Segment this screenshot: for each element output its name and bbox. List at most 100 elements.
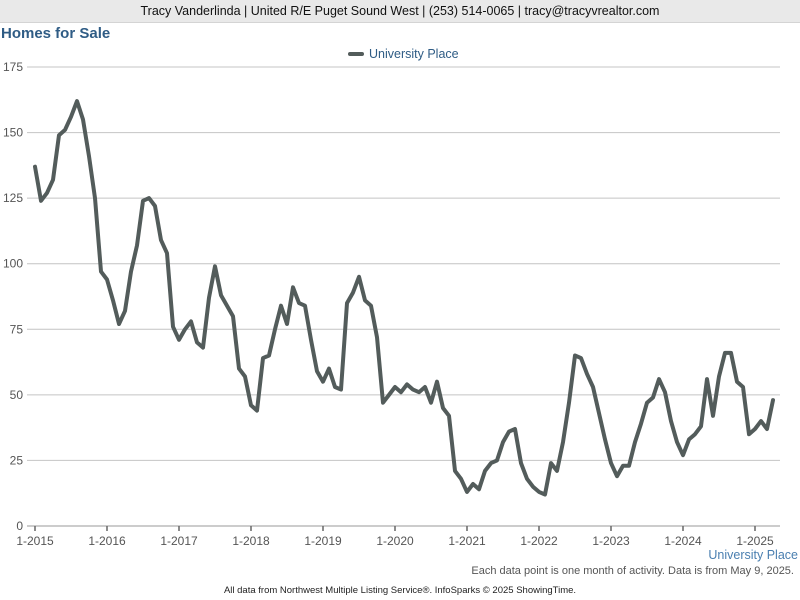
data-point	[441, 406, 445, 410]
data-point	[111, 298, 115, 302]
data-point	[753, 427, 757, 431]
data-point	[33, 165, 37, 169]
data-point	[411, 388, 415, 392]
data-point	[273, 327, 277, 331]
data-point	[207, 296, 211, 300]
data-point	[75, 99, 79, 103]
data-point	[489, 461, 493, 465]
data-point	[51, 178, 55, 182]
data-point	[231, 314, 235, 318]
footer-credit: All data from Northwest Multiple Listing…	[223, 585, 577, 596]
data-point	[213, 264, 217, 268]
data-point	[543, 493, 547, 497]
data-point	[591, 385, 595, 389]
data-point	[261, 356, 265, 360]
data-point	[435, 380, 439, 384]
data-point	[177, 338, 181, 342]
data-point	[237, 367, 241, 371]
data-point	[45, 191, 49, 195]
data-point	[393, 385, 397, 389]
data-point	[147, 196, 151, 200]
data-point	[471, 482, 475, 486]
data-point	[99, 270, 103, 274]
data-point	[249, 403, 253, 407]
data-point	[537, 490, 541, 494]
data-point	[81, 117, 85, 121]
data-point	[117, 322, 121, 326]
data-point	[297, 301, 301, 305]
legend-series-label: University Place	[369, 47, 459, 61]
data-point	[525, 477, 529, 481]
data-point	[747, 432, 751, 436]
data-point	[459, 477, 463, 481]
series-label-university-place[interactable]: University Place	[708, 548, 798, 562]
x-tick-label: 1-2019	[304, 534, 342, 548]
x-tick-label: 1-2021	[448, 534, 486, 548]
data-point	[567, 401, 571, 405]
data-point	[333, 385, 337, 389]
data-point	[585, 372, 589, 376]
data-point	[135, 243, 139, 247]
data-point	[573, 354, 577, 358]
data-point	[633, 440, 637, 444]
data-point	[405, 382, 409, 386]
x-tick-label: 1-2017	[160, 534, 198, 548]
y-tick-label: 175	[3, 60, 23, 74]
data-point	[129, 270, 133, 274]
data-point	[717, 374, 721, 378]
legend-line-swatch	[348, 52, 364, 56]
data-note: Each data point is one month of activity…	[471, 565, 794, 577]
data-point	[495, 458, 499, 462]
data-point	[351, 291, 355, 295]
y-tick-label: 125	[3, 191, 23, 205]
data-point	[159, 238, 163, 242]
y-tick-label: 150	[3, 126, 23, 140]
data-point	[93, 196, 97, 200]
data-point	[657, 377, 661, 381]
chart-legend[interactable]: University Place	[348, 46, 459, 62]
data-point	[387, 393, 391, 397]
x-tick-label: 1-2016	[88, 534, 126, 548]
data-point	[327, 367, 331, 371]
data-point	[63, 128, 67, 132]
x-tick-label: 1-2015	[16, 534, 54, 548]
data-point	[501, 440, 505, 444]
data-point	[267, 354, 271, 358]
x-tick-label: 1-2022	[520, 534, 558, 548]
data-point	[477, 487, 481, 491]
data-point	[465, 490, 469, 494]
data-point	[183, 327, 187, 331]
data-point	[291, 285, 295, 289]
data-point	[171, 325, 175, 329]
header-contact-bar: Tracy Vanderlinda | United R/E Puget Sou…	[0, 0, 800, 23]
y-tick-label: 25	[10, 453, 24, 467]
data-point	[549, 461, 553, 465]
data-point	[285, 322, 289, 326]
data-point	[663, 390, 667, 394]
data-point	[651, 395, 655, 399]
x-tick-label: 1-2024	[664, 534, 702, 548]
y-tick-label: 75	[10, 322, 24, 336]
data-point	[201, 346, 205, 350]
data-point	[429, 401, 433, 405]
data-point	[609, 461, 613, 465]
data-point	[225, 304, 229, 308]
data-point	[723, 351, 727, 355]
data-point	[687, 437, 691, 441]
data-point	[189, 319, 193, 323]
data-point	[681, 453, 685, 457]
data-point	[105, 277, 109, 281]
data-point	[705, 377, 709, 381]
page-title: Homes for Sale	[1, 25, 111, 42]
data-point	[381, 401, 385, 405]
data-point	[165, 251, 169, 255]
data-point	[603, 437, 607, 441]
data-point	[153, 204, 157, 208]
data-point	[219, 293, 223, 297]
x-tick-label: 1-2023	[592, 534, 630, 548]
data-point	[729, 351, 733, 355]
data-point	[255, 409, 259, 413]
data-point	[507, 430, 511, 434]
data-point	[369, 304, 373, 308]
